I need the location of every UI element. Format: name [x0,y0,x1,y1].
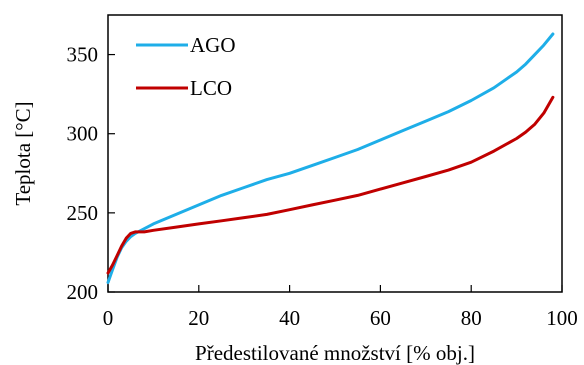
series-line-lco [106,95,555,275]
y-axis-title: Teplota [°C] [11,101,35,205]
y-tick-label: 200 [67,280,99,304]
x-tick-label: 20 [188,306,209,330]
legend-label-ago: AGO [190,33,236,57]
series-line-ago [106,32,555,284]
x-axis-ticks: 0 20 40 60 80 100 [103,285,578,330]
legend-label-lco: LCO [190,76,232,100]
x-axis-title: Předestilované množství [% obj.] [195,341,475,365]
y-tick-label: 250 [67,201,99,225]
x-tick-label: 100 [546,306,578,330]
x-tick-label: 80 [461,306,482,330]
x-tick-label: 40 [279,306,300,330]
y-axis-ticks: 200 250 300 350 [67,43,115,304]
x-tick-label: 60 [370,306,391,330]
legend: AGO LCO [136,33,236,100]
x-tick-label: 0 [103,306,114,330]
y-tick-label: 300 [67,122,99,146]
plot-frame [107,14,563,293]
series-layer [106,32,555,284]
y-tick-label: 350 [67,43,99,67]
